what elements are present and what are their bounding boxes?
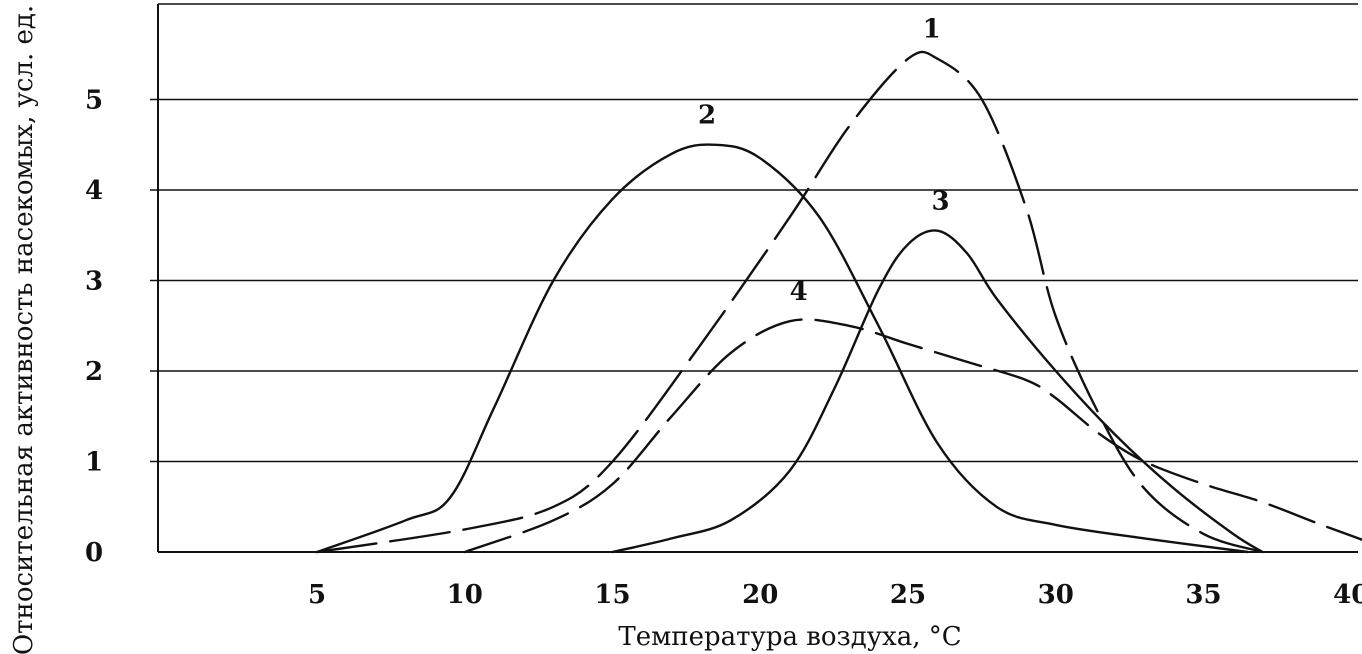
x-tick-label: 30 [1038,580,1074,610]
x-tick-label: 35 [1185,580,1221,610]
grid-lines [150,3,1358,463]
y-axis-title: Относительная активность насекомых, усл.… [9,5,39,654]
y-tick-label: 4 [85,176,103,206]
axes [157,4,1358,553]
series-label-3: 3 [931,187,949,217]
series-line-4 [463,318,1362,554]
x-tick-label: 10 [447,580,483,610]
series-label-1: 1 [923,15,941,45]
series-label-2: 2 [698,101,716,131]
x-tick-label: 20 [742,580,778,610]
x-tick-label: 5 [308,580,326,610]
y-tick-label: 1 [85,448,103,478]
series-line-2 [315,143,1249,554]
series-line-3 [611,229,1264,554]
y-tick-label: 5 [85,86,103,116]
series-label-4: 4 [790,277,808,307]
y-tick-label: 2 [85,357,103,387]
tick-labels: 0 1 2 3 4 5 5 10 15 20 25 30 35 40 1 2 3 4 [85,15,1362,610]
x-axis-title: Температура воздуха, °С [618,622,961,652]
y-tick-label: 3 [85,267,103,297]
x-tick-label: 15 [594,580,630,610]
series-curves [315,50,1362,554]
x-tick-label: 40 [1333,580,1362,610]
y-tick-label: 0 [85,538,103,568]
x-tick-label: 25 [890,580,926,610]
